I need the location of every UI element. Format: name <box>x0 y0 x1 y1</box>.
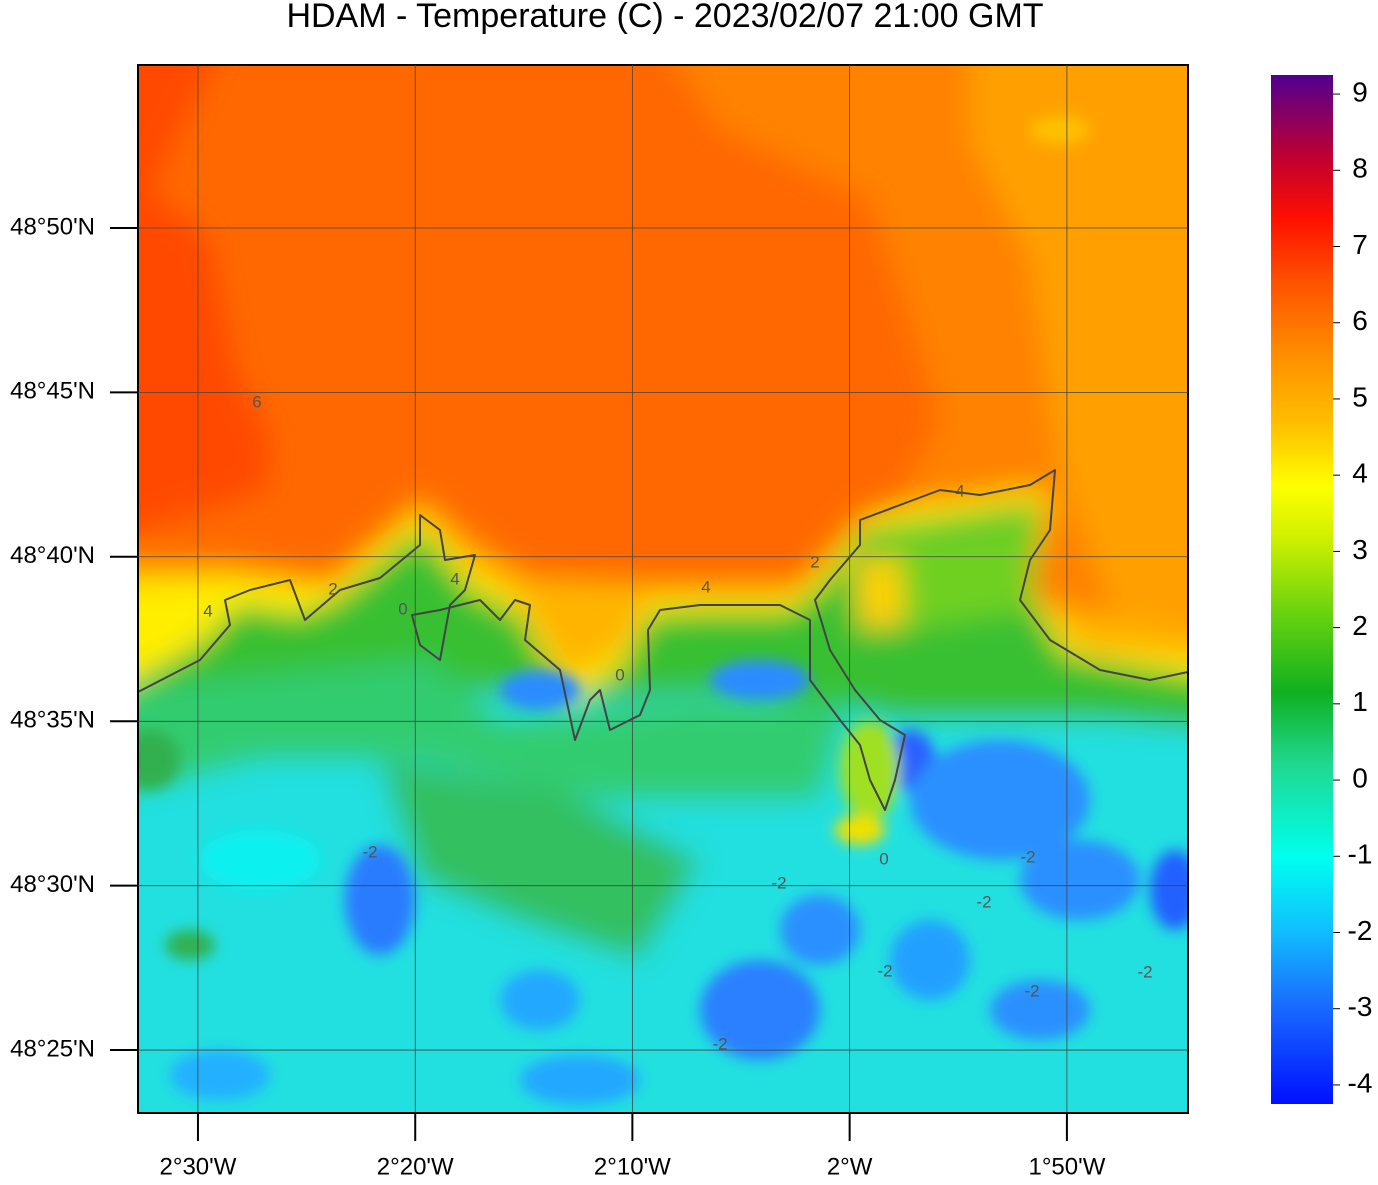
colorbar-label: -3 <box>1348 991 1373 1022</box>
plot-frame <box>137 64 1189 1114</box>
y-tick-label: 48°35'N <box>10 707 95 734</box>
contour-label: 2 <box>810 552 819 571</box>
contour-label: -2 <box>877 961 892 980</box>
colorbar-label: 0 <box>1352 762 1368 793</box>
contour-label: -2 <box>1137 962 1152 981</box>
colorbar-label: -1 <box>1348 839 1373 870</box>
colorbar <box>1271 75 1333 1104</box>
x-tick-label: 2°30'W <box>160 1153 237 1180</box>
contour-label: -2 <box>712 1034 727 1053</box>
colorbar-label: 6 <box>1352 305 1368 336</box>
title: HDAM - Temperature (C) - 2023/02/07 21:0… <box>286 0 1043 35</box>
colorbar-label: 5 <box>1352 381 1368 412</box>
y-tick-label: 48°50'N <box>10 213 95 240</box>
y-tick-label: 48°30'N <box>10 871 95 898</box>
y-tick-label: 48°25'N <box>10 1035 95 1062</box>
contour-label: 6 <box>252 392 261 411</box>
contour-label: -2 <box>362 842 377 861</box>
contour-label: 4 <box>203 601 212 620</box>
contour-label: 0 <box>398 599 407 618</box>
contour-label: 4 <box>450 569 459 588</box>
colorbar-label: -2 <box>1348 915 1373 946</box>
y-tick-label: 48°40'N <box>10 542 95 569</box>
colorbar-label: 2 <box>1352 610 1368 641</box>
x-tick-label: 2°20'W <box>377 1153 454 1180</box>
temperature-field <box>138 65 1188 1113</box>
x-tick-label: 1°50'W <box>1028 1153 1105 1180</box>
contour-label: 4 <box>955 481 964 500</box>
contour-label: -2 <box>771 873 786 892</box>
colorbar-label: 3 <box>1352 534 1368 565</box>
contour-label: -2 <box>976 892 991 911</box>
x-tick-label: 2°W <box>827 1153 873 1180</box>
colorbar-label: 1 <box>1352 686 1368 717</box>
contour-label: -2 <box>1024 981 1039 1000</box>
colorbar-label: 9 <box>1352 76 1368 107</box>
contour-label: 0 <box>879 849 888 868</box>
x-tick-label: 2°10'W <box>594 1153 671 1180</box>
colorbar-label: 7 <box>1352 229 1368 260</box>
contour-label: 0 <box>615 665 624 684</box>
colorbar-label: -4 <box>1348 1067 1373 1098</box>
contour-label: 4 <box>701 577 710 596</box>
colorbar-label: 4 <box>1352 458 1368 489</box>
y-tick-label: 48°45'N <box>10 378 95 405</box>
coastline <box>138 469 1188 811</box>
colorbar-label: 8 <box>1352 153 1368 184</box>
contour-label: -2 <box>1020 847 1035 866</box>
contour-label: 2 <box>328 579 337 598</box>
